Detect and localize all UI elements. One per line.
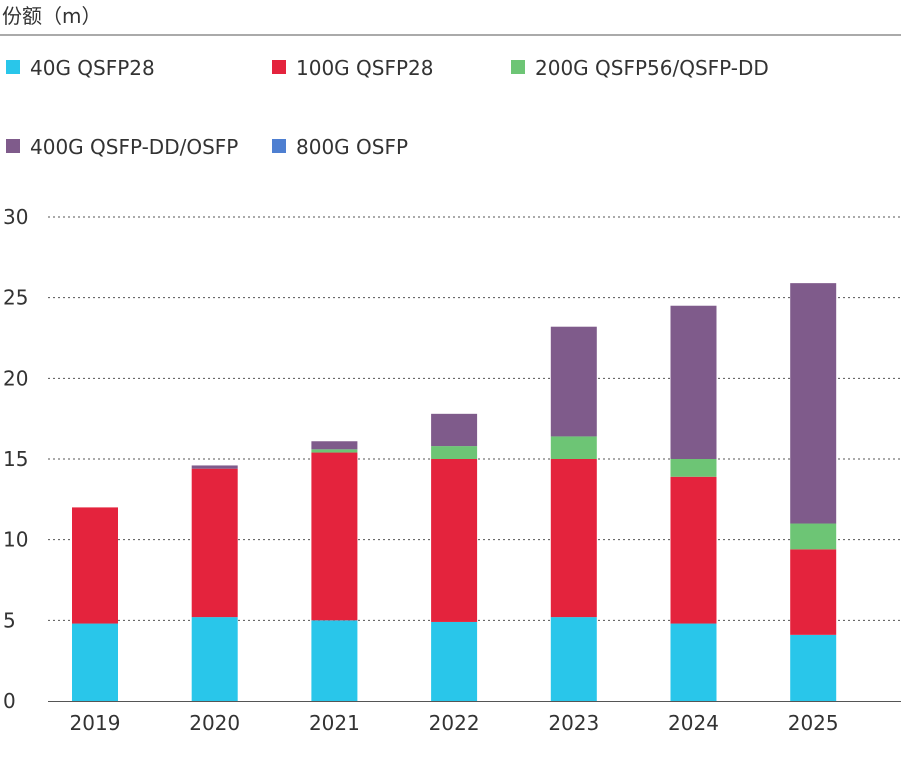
- x-tick-label-2021: 2021: [309, 711, 360, 735]
- bar-2025-series-0: [790, 634, 837, 701]
- x-tick-label-2020: 2020: [189, 711, 240, 735]
- bar-2024-series-1: [670, 476, 717, 624]
- bar-2021-series-0: [311, 620, 358, 701]
- bar-2020-series-1: [191, 468, 238, 618]
- legend-swatch-1: [272, 60, 286, 74]
- bar-2021-series-3: [311, 441, 358, 450]
- x-tick-label-2025: 2025: [788, 711, 839, 735]
- legend-label-2: 200G QSFP56/QSFP-DD: [535, 56, 769, 80]
- x-tick-label-2024: 2024: [668, 711, 719, 735]
- bar-2021-series-1: [311, 452, 358, 621]
- x-axis: 2019 2020 2021 2022 2023 2024 2025: [48, 701, 901, 735]
- bar-2022-series-1: [431, 459, 478, 622]
- bar-2023-series-1: [550, 459, 597, 618]
- legend-label-0: 40G QSFP28: [30, 56, 155, 80]
- y-tick-label-25: 25: [3, 286, 28, 310]
- y-axis: 0 5 10 15 20 25 30: [3, 205, 28, 713]
- legend-label-1: 100G QSFP28: [296, 56, 433, 80]
- legend-label-3: 400G QSFP-DD/OSFP: [30, 135, 238, 159]
- x-tick-label-2019: 2019: [70, 711, 121, 735]
- bar-2019-series-0: [72, 623, 118, 701]
- bar-2022-series-2: [431, 446, 478, 459]
- bar-2020-series-0: [191, 617, 238, 701]
- bar-2022-series-3: [431, 413, 478, 447]
- bar-2022-series-0: [431, 621, 478, 701]
- legend: 40G QSFP28 100G QSFP28 200G QSFP56/QSFP-DD…: [6, 56, 769, 159]
- bar-2023-series-0: [550, 617, 597, 701]
- bar-2025-series-2: [790, 523, 837, 550]
- y-tick-label-0: 0: [3, 689, 16, 713]
- unit-title: 份额（m）: [2, 4, 101, 28]
- bars: [72, 283, 837, 701]
- legend-swatch-3: [6, 139, 20, 153]
- y-tick-label-20: 20: [3, 366, 28, 390]
- y-tick-label-5: 5: [3, 608, 16, 632]
- x-tick-label-2023: 2023: [548, 711, 599, 735]
- bar-2023-series-3: [550, 326, 597, 437]
- legend-swatch-0: [6, 60, 20, 74]
- y-tick-label-10: 10: [3, 528, 28, 552]
- legend-swatch-2: [511, 60, 525, 74]
- bar-2020-series-3: [191, 465, 238, 469]
- legend-swatch-4: [272, 139, 286, 153]
- legend-label-4: 800G OSFP: [296, 135, 408, 159]
- y-tick-label-30: 30: [3, 205, 28, 229]
- bar-2023-series-2: [550, 436, 597, 459]
- bar-2025-series-1: [790, 549, 837, 635]
- bar-2024-series-2: [670, 459, 717, 477]
- bar-2024-series-3: [670, 305, 717, 459]
- bar-2021-series-2: [311, 449, 358, 453]
- bar-2024-series-0: [670, 623, 717, 701]
- y-tick-label-15: 15: [3, 447, 28, 471]
- bar-2019-series-1: [72, 507, 118, 624]
- x-tick-label-2022: 2022: [429, 711, 480, 735]
- bar-2025-series-3: [790, 283, 837, 524]
